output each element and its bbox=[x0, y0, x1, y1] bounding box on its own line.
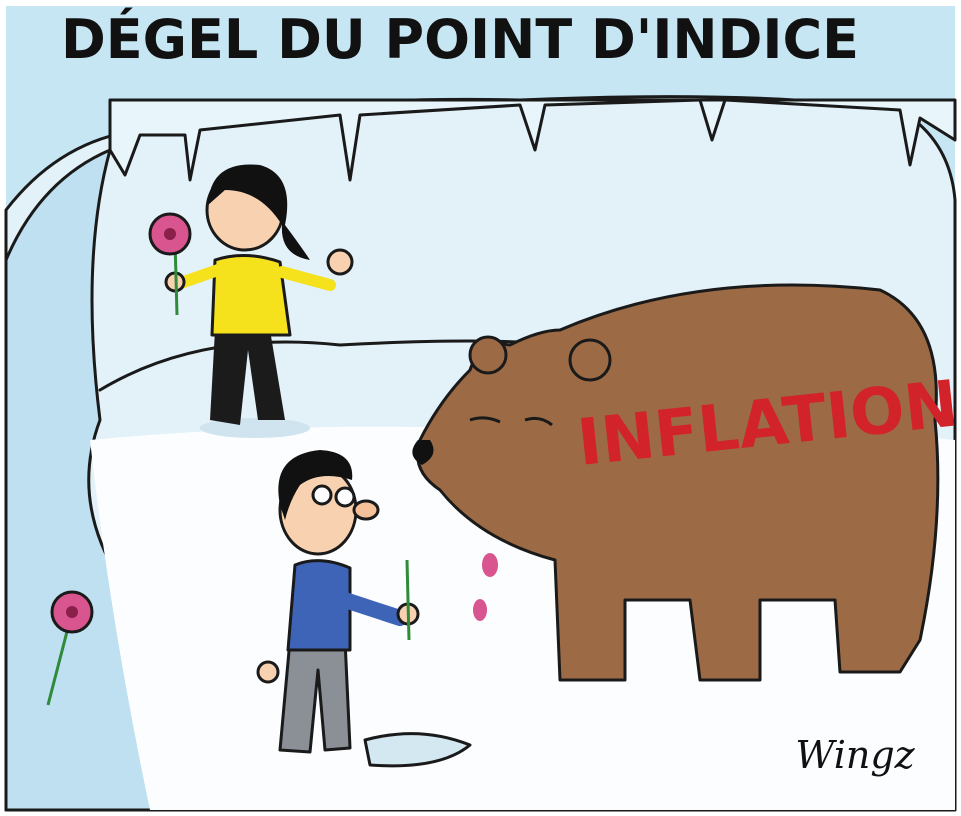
petal bbox=[482, 553, 498, 577]
stem bbox=[407, 560, 409, 640]
hand bbox=[328, 250, 352, 274]
title: DÉGEL DU POINT D'INDICE bbox=[61, 8, 859, 71]
eye bbox=[336, 488, 354, 506]
signature: Wingz bbox=[795, 733, 915, 777]
ear bbox=[570, 340, 610, 380]
nose bbox=[354, 501, 378, 519]
page: DÉGEL DU POINT D'INDICE bbox=[0, 0, 961, 816]
cartoon: DÉGEL DU POINT D'INDICE bbox=[0, 0, 961, 816]
eye bbox=[313, 486, 331, 504]
ear bbox=[470, 337, 506, 373]
flower-center bbox=[164, 228, 176, 240]
hand bbox=[258, 662, 278, 682]
petal bbox=[473, 599, 487, 621]
